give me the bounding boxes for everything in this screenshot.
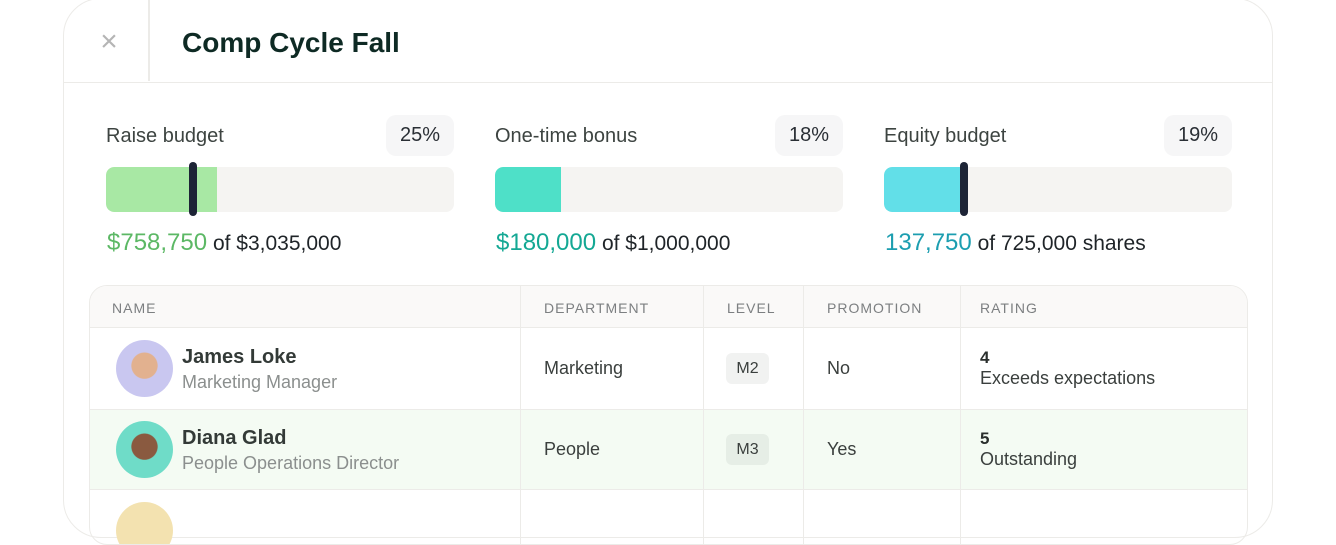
budget-fill xyxy=(884,167,961,212)
department-cell: People xyxy=(544,439,601,459)
column-header-promotion[interactable]: PROMOTION xyxy=(827,300,923,316)
table-row[interactable]: James Loke Marketing Manager Marketing M… xyxy=(90,328,1247,410)
budget-slider-handle[interactable] xyxy=(189,162,197,216)
budget-amount: 137,750 of 725,000 shares xyxy=(885,229,1146,257)
promotion-cell: No xyxy=(827,358,851,378)
table-header: NAME DEPARTMENT LEVEL PROMOTION RATING xyxy=(90,286,1247,328)
page-title: Comp Cycle Fall xyxy=(182,27,400,58)
panel-header: × Comp Cycle Fall xyxy=(64,0,1272,83)
avatar xyxy=(116,502,173,544)
column-header-level[interactable]: LEVEL xyxy=(727,300,776,316)
amount-value: $180,000 xyxy=(496,229,597,256)
budget-percent-badge: 19% xyxy=(1164,115,1232,156)
comp-cycle-panel: × Comp Cycle Fall Raise budget 25% $758,… xyxy=(63,0,1273,545)
employee-role: Marketing Manager xyxy=(182,372,338,392)
budget-label: Equity budget xyxy=(884,125,1007,147)
amount-total: of $3,035,000 xyxy=(212,232,342,255)
rating-label: Exceeds expectations xyxy=(980,368,1156,388)
amount-total: of 725,000 shares xyxy=(977,232,1146,255)
employee-table: NAME DEPARTMENT LEVEL PROMOTION RATING J… xyxy=(89,285,1248,545)
budget-fill xyxy=(106,167,218,212)
budget-percent-badge: 25% xyxy=(386,115,454,156)
budget-bar xyxy=(495,167,843,212)
budget-amount: $180,000 of $1,000,000 xyxy=(496,229,730,257)
rating-value: 5 xyxy=(980,429,990,448)
column-header-name[interactable]: NAME xyxy=(112,300,157,316)
rating-label: Outstanding xyxy=(980,449,1078,469)
promotion-cell: Yes xyxy=(827,439,857,459)
budget-fill xyxy=(495,167,562,212)
header-divider xyxy=(148,0,150,81)
budget-bar xyxy=(106,167,454,212)
budget-percent-badge: 18% xyxy=(775,115,843,156)
budget-label: One-time bonus xyxy=(495,125,638,147)
avatar xyxy=(116,421,173,478)
department-cell: Marketing xyxy=(544,358,624,378)
column-header-rating[interactable]: RATING xyxy=(980,300,1038,316)
level-badge: M2 xyxy=(726,353,769,384)
level-badge: M3 xyxy=(726,434,769,465)
employee-name: James Loke xyxy=(182,346,297,368)
amount-value: $758,750 xyxy=(107,229,208,256)
avatar xyxy=(116,340,173,397)
employee-name: Diana Glad xyxy=(182,427,287,449)
column-divider xyxy=(803,286,804,544)
budget-label: Raise budget xyxy=(106,125,224,147)
column-divider xyxy=(520,286,521,544)
employee-role: People Operations Director xyxy=(182,453,400,473)
budget-bar xyxy=(884,167,1232,212)
amount-value: 137,750 xyxy=(885,229,972,256)
close-icon[interactable]: × xyxy=(100,25,118,58)
column-header-department[interactable]: DEPARTMENT xyxy=(544,300,650,316)
budget-slider-handle[interactable] xyxy=(960,162,969,216)
amount-total: of $1,000,000 xyxy=(601,232,731,255)
column-divider xyxy=(960,286,961,544)
column-divider xyxy=(703,286,704,544)
budget-amount: $758,750 of $3,035,000 xyxy=(107,229,341,257)
table-row[interactable]: Diana Glad People Operations Director Pe… xyxy=(90,410,1247,490)
rating-value: 4 xyxy=(980,348,990,367)
